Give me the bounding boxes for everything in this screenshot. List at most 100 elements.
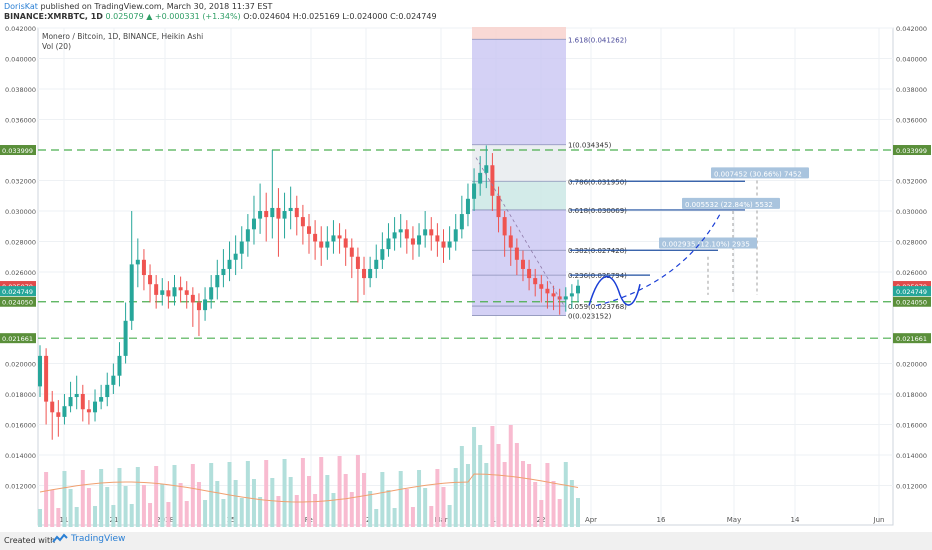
candle-body (490, 165, 495, 196)
candle-body (319, 241, 324, 248)
candle-body (563, 296, 568, 300)
candle-body (166, 290, 171, 297)
candle-body (429, 229, 434, 236)
y-tick-label-left: 0.032000 (5, 178, 36, 186)
volume-bar (148, 503, 153, 527)
y-tick-label-left: 0.038000 (5, 86, 36, 94)
volume-bar (141, 485, 146, 527)
price-tag-left (0, 286, 36, 297)
candle-body (423, 229, 428, 236)
volume-bar (514, 443, 519, 527)
candle-body (343, 238, 348, 248)
candle-body (472, 183, 477, 199)
measure-label-box (659, 237, 757, 249)
candle-body (386, 238, 391, 250)
candle-body (99, 397, 104, 402)
volume-bar (270, 478, 275, 527)
candle-body (129, 264, 134, 321)
candle-body (117, 355, 122, 376)
volume-bar (154, 466, 159, 527)
candle-body (410, 238, 415, 245)
candle-body (38, 355, 42, 387)
y-tick-label-right: 0.018000 (896, 391, 927, 399)
volume-bar (459, 446, 464, 527)
candle-body (270, 207, 275, 218)
volume-bar (300, 458, 305, 527)
y-tick-label-right: 0.026000 (896, 269, 927, 277)
fib-zone-786 (472, 181, 566, 210)
candle-body (141, 259, 146, 276)
volume-bar (276, 496, 281, 527)
y-tick-label-left: 0.026000 (5, 269, 36, 277)
volume-bar (264, 460, 269, 527)
volume-bar (160, 484, 165, 527)
volume-bar (38, 509, 42, 527)
volume-bar (368, 491, 373, 527)
legend-title: Monero / Bitcoin, 1D, BINANCE, Heikin As… (42, 32, 203, 41)
candle-body (435, 235, 440, 242)
y-tick-label-left: 0.018000 (5, 391, 36, 399)
fib-zone-top (472, 27, 566, 40)
volume-bar (239, 498, 244, 527)
price-tag-left (0, 296, 36, 307)
volume-bar (331, 493, 336, 527)
price-tag-left (0, 333, 36, 344)
forecast-curve (588, 275, 641, 306)
candle-body (239, 241, 244, 254)
volume-bar (105, 487, 110, 527)
volume-bar (337, 456, 342, 527)
candle-body (441, 241, 446, 248)
candle-body (368, 268, 373, 279)
price-tag-right (893, 333, 931, 344)
volume-bar (563, 462, 568, 527)
candle-body (44, 355, 49, 402)
measure-label: 0.005532 (22.84%) 5532 (685, 201, 773, 209)
volume-bar (374, 509, 379, 527)
volume-bar (74, 507, 79, 527)
measure-label: 0.007452 (30.66%) 7452 (714, 170, 802, 178)
volume-bar (441, 487, 446, 527)
measure-label: 0.002935 (12.10%) 2935 (662, 241, 750, 249)
volume-bar (545, 463, 550, 527)
volume-bar (93, 506, 98, 527)
volume-bar (233, 480, 238, 527)
candle-body (276, 207, 281, 219)
volume-bar (576, 498, 580, 527)
tradingview-brand[interactable]: TradingView (52, 533, 125, 545)
candle-body (569, 293, 574, 297)
volume-bar (557, 499, 562, 527)
candle-body (453, 229, 458, 242)
y-tick-label-left: 0.036000 (5, 117, 36, 125)
volume-bar (62, 471, 67, 527)
volume-bar (343, 474, 348, 527)
candle-body (362, 268, 367, 279)
volume-bar (355, 455, 360, 527)
candle-body (160, 290, 165, 295)
x-tick-label: Feb (305, 516, 318, 524)
y-tick-label-right: 0.030000 (896, 208, 927, 216)
volume-bar (68, 489, 73, 527)
candle-body (527, 268, 532, 279)
volume-bar (429, 506, 434, 527)
price-chart[interactable]: 1121201815Feb12Mar1222Apr16May14Jun0.042… (0, 22, 932, 532)
volume-bar (362, 473, 367, 527)
candle-body (307, 226, 311, 234)
symbol-line: BINANCE:XMRBTC, 1D 0.025079 ▲ +0.000331 … (4, 12, 437, 21)
volume-bar (319, 457, 324, 527)
fib-zone-1 (472, 144, 566, 182)
plot-area (37, 27, 894, 526)
price-tag-right (893, 286, 931, 297)
candle-body (196, 302, 201, 311)
candle-body (514, 247, 519, 260)
author-link[interactable]: DorisKat (4, 2, 38, 11)
price-tag-right (893, 281, 931, 292)
volume-bar (56, 508, 61, 527)
fib-level-label: 1(0.034345) (568, 142, 612, 150)
x-tick-label: Jun (873, 516, 885, 524)
candle-body (313, 233, 318, 242)
volume-bar (196, 482, 201, 527)
volume-bar (190, 464, 195, 527)
price-tag-left-label: 0.024749 (2, 288, 33, 296)
volume-bar (129, 504, 134, 527)
volume-bar (86, 488, 91, 527)
